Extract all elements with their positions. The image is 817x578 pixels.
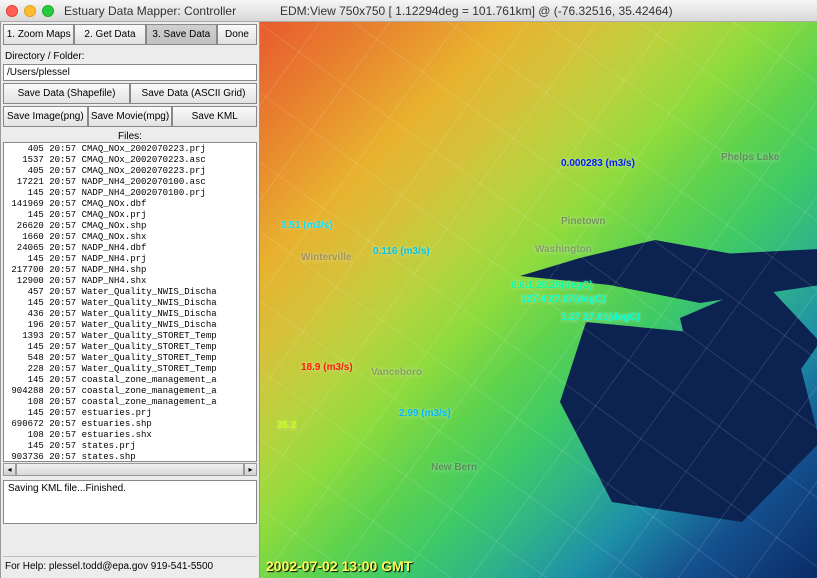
map-label: New Bern <box>430 462 478 473</box>
save-kml-button[interactable]: Save KML <box>172 106 257 127</box>
map-label: 0.000283 (m3/s) <box>560 158 636 169</box>
close-icon[interactable] <box>6 5 18 17</box>
map-label: Phelps Lake <box>720 152 780 163</box>
directory-input[interactable] <box>3 64 257 81</box>
map-label: 3.51 (m3/s) <box>280 220 334 231</box>
help-text: For Help: plessel.todd@epa.gov 919-541-5… <box>3 556 257 576</box>
save-ascii-button[interactable]: Save Data (ASCII Grid) <box>130 83 257 104</box>
tab-zoom-maps[interactable]: 1. Zoom Maps <box>3 24 74 45</box>
map-timestamp: 2002-07-02 13:00 GMT <box>266 558 412 574</box>
zoom-icon[interactable] <box>42 5 54 17</box>
controller-panel: 1. Zoom Maps 2. Get Data 3. Save Data Do… <box>0 22 260 578</box>
directory-label: Directory / Folder: <box>5 51 255 62</box>
done-button[interactable]: Done <box>217 24 257 45</box>
map-label: 35.2 <box>276 420 297 431</box>
save-movie-button[interactable]: Save Movie(mpg) <box>88 106 173 127</box>
minimize-icon[interactable] <box>24 5 36 17</box>
tab-save-data[interactable]: 3. Save Data <box>146 24 217 45</box>
map-label: 1.27 27.61(degC) <box>560 312 641 323</box>
map-label: 2.99 (m3/s) <box>398 408 452 419</box>
file-list[interactable]: 405 20:57 CMAQ_NOx_2002070223.prj 1537 2… <box>3 142 257 462</box>
view-title: EDM:View 750x750 [ 1.12294deg = 101.761k… <box>280 4 673 18</box>
window-controls[interactable] <box>6 5 54 17</box>
map-label: Vanceboro <box>370 367 423 378</box>
map-view[interactable]: 0.000283 (m3/s) 3.51 (m3/s) 0.116 (m3/s) 6.… <box>260 22 817 578</box>
save-image-button[interactable]: Save Image(png) <box>3 106 88 127</box>
horizontal-scrollbar[interactable] <box>16 463 244 476</box>
map-label: 18.9 (m3/s) <box>300 362 354 373</box>
map-label: Washington <box>534 244 593 255</box>
tab-get-data[interactable]: 2. Get Data <box>74 24 145 45</box>
scroll-right-icon[interactable]: ▸ <box>244 463 257 476</box>
map-label: 6.6.1 28.28(degC) <box>510 280 594 291</box>
map-label: Winterville <box>300 252 352 263</box>
map-label: 127.4 27.67(degC) <box>520 294 607 305</box>
save-shapefile-button[interactable]: Save Data (Shapefile) <box>3 83 130 104</box>
status-message: Saving KML file...Finished. <box>3 480 257 524</box>
map-label: 0.116 (m3/s) <box>372 246 431 257</box>
scroll-left-icon[interactable]: ◂ <box>3 463 16 476</box>
files-label: Files: <box>3 131 257 142</box>
controller-title: Estuary Data Mapper: Controller <box>64 4 236 18</box>
map-label: Pinetown <box>560 216 606 227</box>
